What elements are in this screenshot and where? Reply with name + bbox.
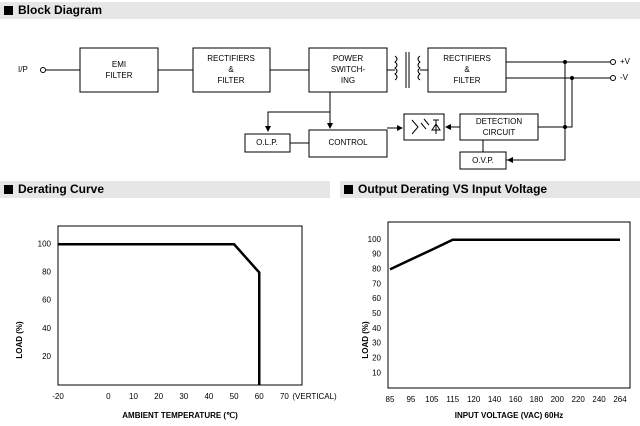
x-tick-label: 10: [129, 392, 138, 401]
output-label: -V: [620, 73, 629, 82]
x-tick-label: 264: [613, 395, 627, 404]
output-label: +V: [620, 57, 631, 66]
block-label: FILTER: [218, 76, 245, 85]
x-tick-label: 240: [592, 395, 606, 404]
block: [459, 113, 539, 141]
bullet: [344, 185, 353, 194]
optocoupler-symbol: [411, 118, 441, 135]
x-tick-label: 30: [179, 392, 188, 401]
block-label: FILTER: [106, 71, 133, 80]
block-label: ING: [341, 76, 355, 85]
x-tick-label: 220: [572, 395, 586, 404]
x-tick-label: 60: [255, 392, 264, 401]
heading: Block Diagram: [18, 3, 102, 17]
x-tick-label: 105: [425, 395, 439, 404]
transformer: [394, 52, 421, 88]
x-axis-title: AMBIENT TEMPERATURE (℃): [122, 411, 238, 420]
block-label: FILTER: [454, 76, 481, 85]
wire: [506, 62, 573, 161]
x-tick-label: 70: [280, 392, 289, 401]
y-tick-label: 10: [372, 368, 381, 377]
heading-bar: [340, 181, 640, 198]
heading: Derating Curve: [18, 182, 104, 196]
y-tick-label: 100: [368, 235, 382, 244]
block: [308, 129, 388, 158]
block-label: CIRCUIT: [483, 128, 516, 137]
block: [427, 47, 507, 93]
block-label: POWER: [333, 54, 363, 63]
block-label: RECTIFIERS: [207, 54, 255, 63]
terminal: [610, 75, 616, 81]
x-tick-label: 200: [551, 395, 565, 404]
block: [79, 47, 159, 93]
y-tick-label: 80: [42, 268, 51, 277]
y-tick-label: 80: [372, 265, 381, 274]
heading-bar: [0, 2, 640, 19]
x-tick-label: 160: [509, 395, 523, 404]
block-label: O.V.P.: [472, 156, 494, 165]
x-tick-label: 40: [204, 392, 213, 401]
heading: Output Derating VS Input Voltage: [358, 182, 547, 196]
input-label: I/P: [18, 65, 28, 74]
block-label: &: [464, 65, 470, 74]
x-tick-label: 20: [154, 392, 163, 401]
block-label: CONTROL: [328, 138, 368, 147]
y-tick-label: 70: [372, 279, 381, 288]
heading-bar: [0, 181, 330, 198]
block-label: &: [228, 65, 234, 74]
data-line: [389, 238, 620, 271]
y-tick-label: 60: [42, 296, 51, 305]
plot-frame: [57, 225, 303, 386]
y-tick-label: 20: [372, 353, 381, 362]
data-line: [58, 243, 261, 385]
x-tick-label: 140: [488, 395, 502, 404]
y-axis-title: LOAD (%): [15, 321, 24, 359]
y-tick-label: 60: [372, 294, 381, 303]
block: [459, 151, 507, 170]
x-tick-label: 50: [230, 392, 239, 401]
terminal: [40, 67, 46, 73]
y-tick-label: 20: [42, 352, 51, 361]
x-tick-label: -20: [52, 392, 64, 401]
x-axis-title: INPUT VOLTAGE (VAC) 60Hz: [455, 411, 563, 420]
y-axis-title: LOAD (%): [361, 321, 370, 359]
block-label: EMI: [112, 60, 126, 69]
bullet: [4, 185, 13, 194]
block: [192, 47, 271, 93]
x-tick-label: 120: [467, 395, 481, 404]
x-tick-label: 180: [530, 395, 544, 404]
x-tick-label: 115: [446, 395, 459, 404]
x-tick-label: 0: [106, 392, 111, 401]
wire: [45, 61, 610, 79]
x-tick-label: 85: [386, 395, 395, 404]
arrow: [265, 111, 330, 132]
bullet: [4, 6, 13, 15]
y-tick-label: 50: [372, 309, 381, 318]
y-tick-label: 40: [372, 324, 381, 333]
plot-frame: [387, 221, 631, 389]
y-tick-label: 30: [372, 339, 381, 348]
y-tick-label: 40: [42, 324, 51, 333]
x-tick-label: 95: [406, 395, 415, 404]
y-tick-label: 90: [372, 250, 381, 259]
terminal: [610, 59, 616, 65]
block-diagram: I/P +V -V EMI FILTER RECTIFIERS & FILTER…: [18, 47, 631, 170]
block-label: SWITCH-: [331, 65, 366, 74]
block: [308, 47, 388, 93]
block-label: O.L.P.: [256, 138, 278, 147]
block: [244, 133, 291, 153]
x-axis-note: (VERTICAL): [292, 392, 337, 401]
block-label: RECTIFIERS: [443, 54, 491, 63]
block-label: DETECTION: [476, 117, 522, 126]
y-tick-label: 100: [38, 239, 52, 248]
